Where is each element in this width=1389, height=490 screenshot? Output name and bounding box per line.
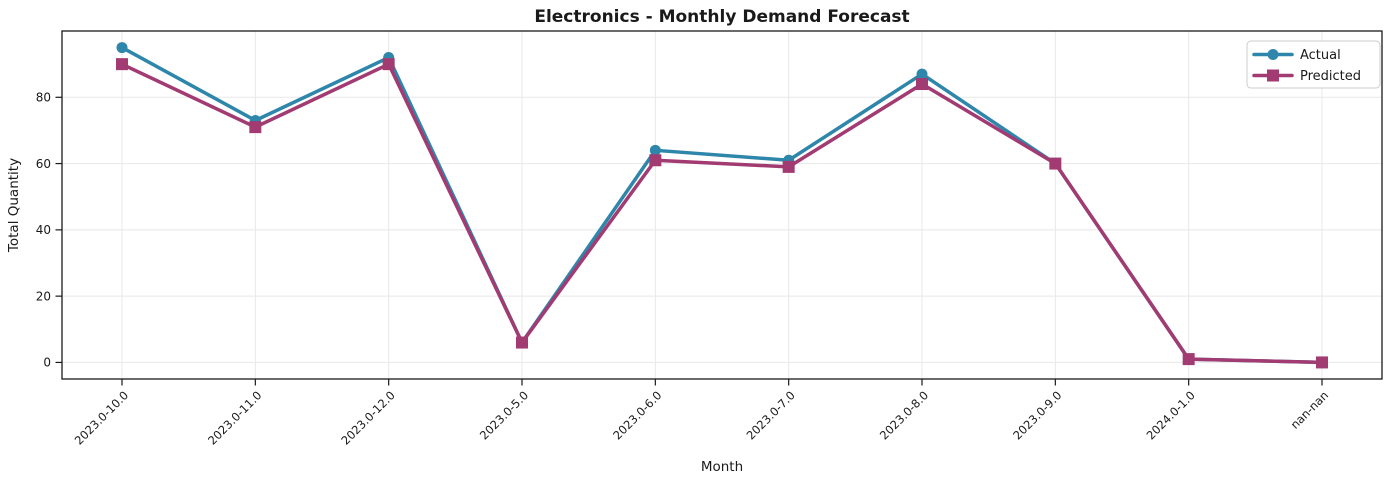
x-tick-label: 2023.0-10.0 <box>72 388 131 447</box>
legend-marker-actual <box>1267 49 1279 60</box>
legend-marker-predicted <box>1267 69 1279 82</box>
x-axis-label: Month <box>701 459 743 475</box>
x-tick-label: 2023.0-7.0 <box>744 388 798 442</box>
x-tick-label: 2023.0-8.0 <box>877 388 931 442</box>
marker-predicted <box>1316 356 1328 369</box>
legend-label-predicted: Predicted <box>1300 69 1361 84</box>
x-tick-label: 2023.0-9.0 <box>1010 388 1064 442</box>
marker-predicted <box>249 121 262 134</box>
marker-actual <box>916 68 928 80</box>
y-tick-label: 0 <box>43 356 51 370</box>
marker-predicted <box>516 336 528 349</box>
marker-predicted <box>916 78 928 91</box>
x-tick-label: 2023.0-12.0 <box>338 388 397 447</box>
x-tick-label: 2023.0-5.0 <box>477 388 531 442</box>
y-tick-label: 40 <box>36 223 51 237</box>
y-axis-label: Total Quantity <box>6 158 22 253</box>
series-line-actual <box>120 45 1324 365</box>
legend: Actual Predicted <box>1246 40 1381 89</box>
axes-layer: 0 20 40 60 80 2023.0-10.0 2023.0-11.0 2023.0-12… <box>36 30 1383 448</box>
series-layer <box>116 42 1328 369</box>
y-tick-label: 80 <box>36 90 51 104</box>
grid-layer <box>62 31 1382 379</box>
y-tick-label: 60 <box>36 157 51 171</box>
marker-predicted <box>116 58 128 71</box>
chart-title: Electronics - Monthly Demand Forecast <box>534 7 909 27</box>
x-tick-label: 2023.0-11.0 <box>205 388 264 447</box>
marker-actual <box>649 144 661 156</box>
x-tick-label: 2023.0-6.0 <box>610 388 664 442</box>
x-tick-label: 2024.0-1.0 <box>1144 388 1198 442</box>
marker-predicted <box>649 154 662 167</box>
legend-label-actual: Actual <box>1300 48 1341 63</box>
plot-border <box>61 30 1383 380</box>
marker-predicted <box>1182 353 1195 366</box>
y-tick-label: 20 <box>36 289 51 303</box>
marker-predicted <box>1049 157 1062 170</box>
series-line-predicted <box>120 62 1324 365</box>
marker-predicted <box>382 58 395 71</box>
x-tick-label: nan-nan <box>1288 388 1331 431</box>
marker-actual <box>116 42 128 54</box>
marker-predicted <box>782 160 795 173</box>
